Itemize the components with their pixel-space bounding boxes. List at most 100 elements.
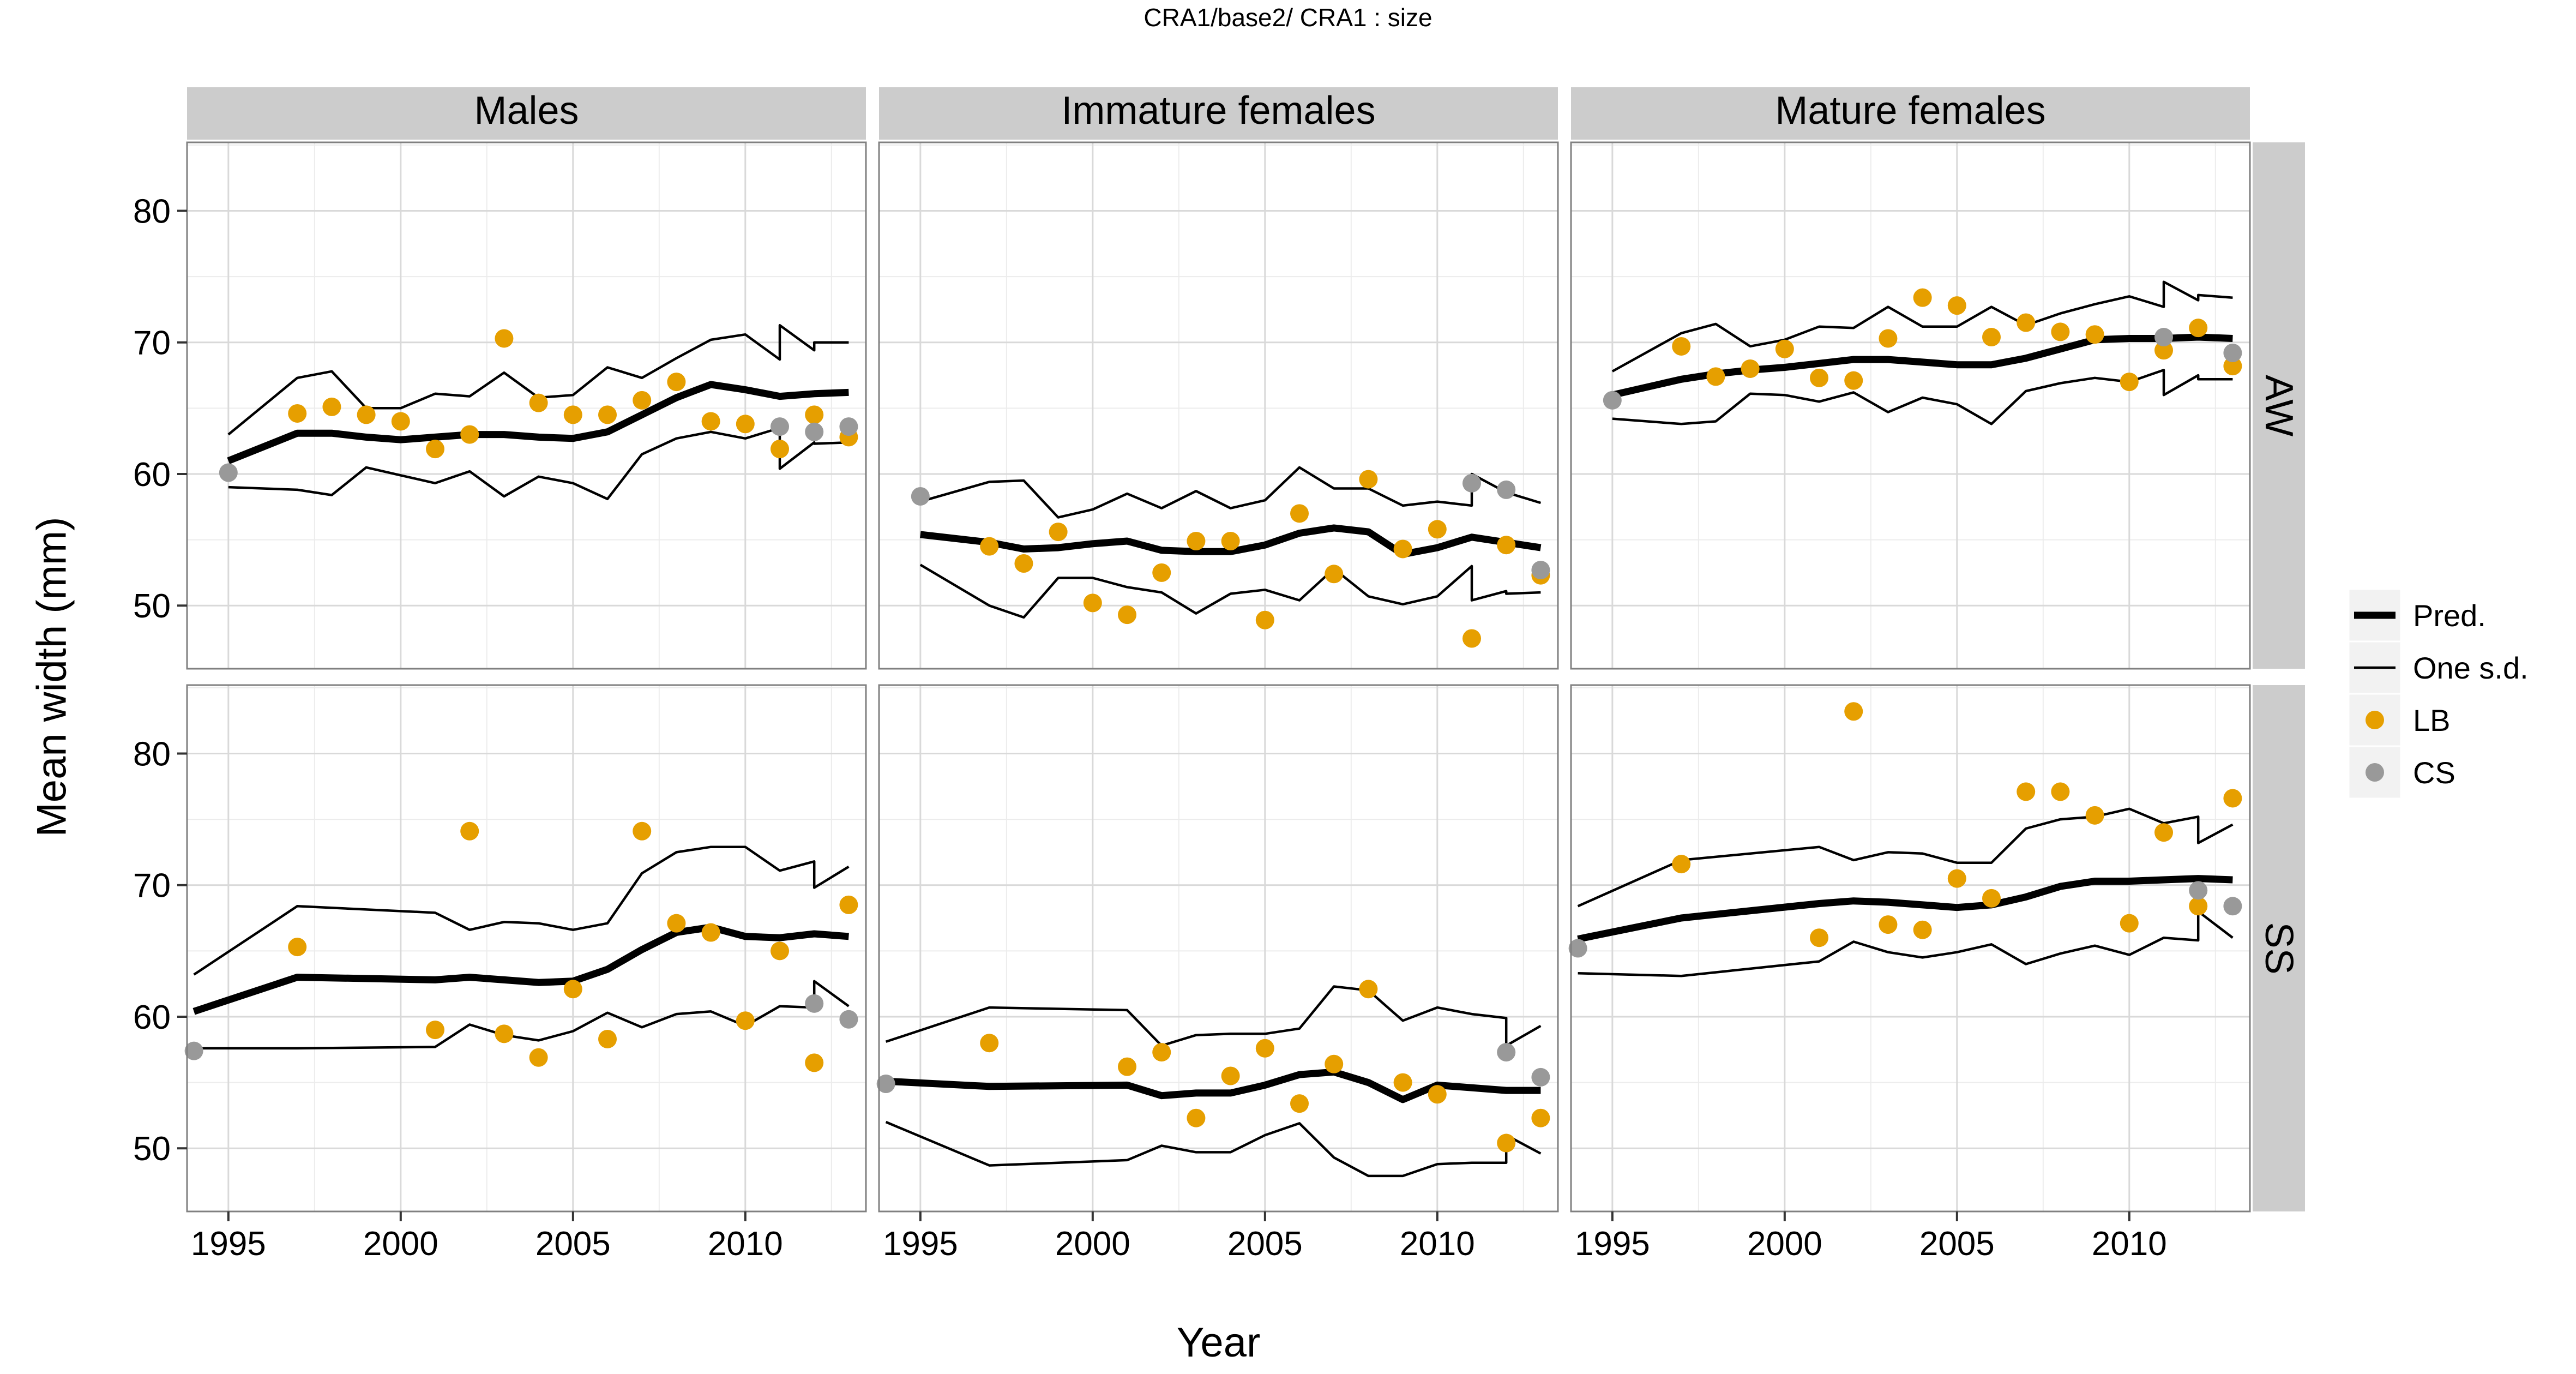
lb-point — [701, 923, 720, 942]
x-tick-label: 2005 — [1919, 1225, 1995, 1263]
cs-point — [771, 417, 790, 436]
lb-point — [322, 397, 341, 416]
y-tick-label: 80 — [133, 193, 171, 230]
lb-point — [1325, 565, 1344, 584]
lb-point — [1844, 371, 1863, 390]
x-axis-title: Year — [1177, 1319, 1261, 1366]
lb-point — [2051, 322, 2070, 341]
panel-ss-males — [184, 684, 867, 1213]
facet-strip-mature-females — [1571, 87, 2250, 140]
lb-point — [2085, 806, 2104, 825]
lb-point — [1913, 288, 1932, 307]
lb-point — [1775, 339, 1794, 358]
lower-sd-line — [228, 427, 849, 501]
lb-point — [2154, 823, 2174, 842]
lower-sd-line — [1612, 369, 2233, 425]
panel-ss-mature-females — [1568, 684, 2251, 1213]
pred-line — [886, 1068, 1541, 1103]
lb-point — [2189, 319, 2208, 338]
panel-ss-immature-females — [876, 684, 1559, 1213]
lb-point — [1428, 520, 1447, 539]
cs-point — [2223, 344, 2242, 362]
lb-point — [495, 1024, 514, 1043]
lb-point — [529, 1048, 548, 1067]
lb-point — [839, 895, 858, 914]
lb-point — [2189, 897, 2208, 916]
lb-point — [1497, 536, 1516, 555]
lb-point — [1844, 702, 1863, 721]
lb-point — [1879, 329, 1898, 348]
facet-strip-label: SS — [2257, 922, 2301, 974]
lb-point — [633, 821, 652, 841]
x-tick-label: 2005 — [1227, 1225, 1303, 1263]
lb-point — [460, 425, 479, 444]
x-tick-label: 2000 — [1747, 1225, 1822, 1263]
x-tick-label: 2010 — [2092, 1225, 2167, 1263]
lb-point — [667, 914, 686, 933]
lb-point — [1810, 928, 1829, 947]
lb-point — [1947, 869, 1966, 888]
lb-point — [1359, 470, 1378, 489]
lb-point — [1014, 554, 1033, 573]
lb-point — [980, 1034, 999, 1053]
panel-aw-males — [186, 141, 867, 670]
lb-point — [563, 405, 582, 424]
y-tick-label: 60 — [133, 456, 171, 494]
lb-point — [2223, 789, 2242, 808]
lb-point — [1290, 1094, 1309, 1113]
cs-point — [2154, 328, 2174, 347]
facet-strip-label: Immature females — [1061, 89, 1375, 133]
lb-point — [1118, 605, 1137, 625]
lb-point — [288, 938, 307, 957]
legend: Pred. One s.d. LB CS — [2348, 588, 2529, 800]
facet-strip-immature-females — [879, 87, 1558, 140]
cs-point — [1497, 1043, 1516, 1062]
facet-strip-males — [187, 87, 866, 140]
x-tick-label: 1995 — [191, 1225, 266, 1263]
facet-strip-label: AW — [2257, 375, 2301, 436]
lb-point — [1152, 563, 1171, 582]
legend-item-pred: Pred. — [2348, 588, 2486, 643]
upper-sd-line — [193, 845, 850, 976]
lower-sd-line — [1578, 910, 2234, 977]
facet-strip-label: Mature females — [1775, 89, 2045, 133]
lb-point — [426, 440, 445, 459]
cs-point — [839, 1010, 858, 1029]
lb-point — [1221, 531, 1240, 550]
lb-point — [1255, 1039, 1274, 1058]
pred-line — [192, 923, 849, 1015]
lb-point — [1393, 539, 1412, 559]
panel-background — [1571, 142, 2250, 669]
lb-point — [2120, 914, 2139, 933]
x-tick-label: 2000 — [363, 1225, 438, 1263]
facet-strip-ss — [2253, 685, 2305, 1211]
lb-point — [1982, 889, 2001, 908]
lb-point — [701, 412, 720, 431]
lb-point — [2051, 782, 2070, 801]
lb-point — [1531, 1108, 1550, 1127]
lb-point — [1810, 368, 1829, 387]
lb-point — [1672, 337, 1691, 356]
lb-point — [2017, 313, 2036, 332]
panel-border — [878, 684, 1559, 1213]
upper-sd-line — [1611, 280, 2233, 373]
legend-label: LB — [2413, 703, 2451, 737]
lb-point — [1672, 855, 1691, 874]
y-axis-title: Mean width (mm) — [29, 517, 75, 837]
lb-point — [1359, 980, 1378, 999]
lb-point — [1187, 531, 1206, 550]
lb-point — [1741, 359, 1760, 378]
lb-point — [598, 1029, 617, 1048]
legend-item-cs: CS — [2348, 745, 2455, 800]
cs-point — [184, 1041, 203, 1060]
panel-background — [879, 685, 1558, 1211]
lb-point — [2120, 373, 2139, 392]
pred-line — [920, 524, 1542, 558]
lower-sd-line — [194, 980, 850, 1050]
panel-background — [187, 142, 866, 669]
lb-point — [2017, 782, 2036, 801]
legend-swatch-point — [2366, 763, 2384, 782]
lb-point — [1255, 610, 1274, 629]
x-tick-label: 1995 — [1575, 1225, 1650, 1263]
cs-point — [805, 422, 824, 441]
